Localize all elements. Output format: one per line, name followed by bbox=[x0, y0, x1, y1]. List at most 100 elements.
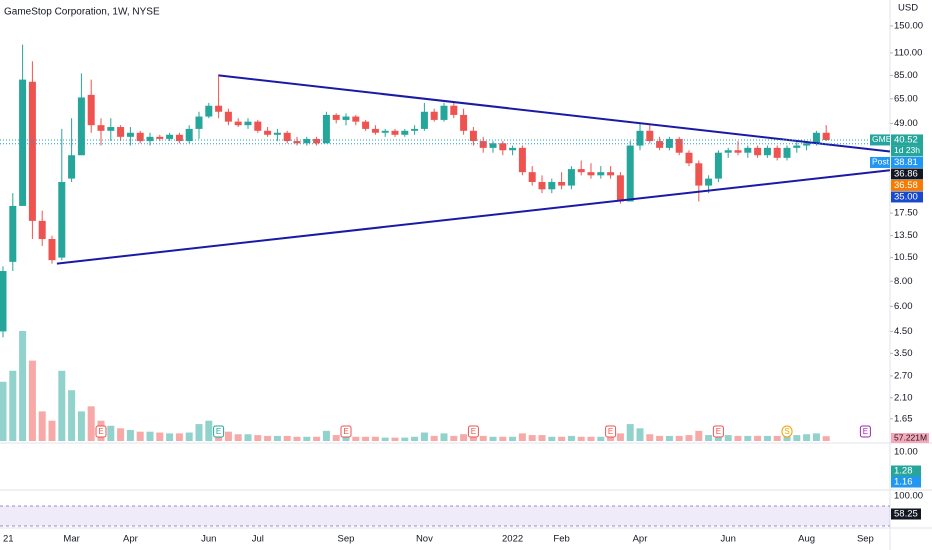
candle-body bbox=[254, 121, 262, 131]
volume-bar bbox=[538, 435, 546, 441]
event-label: E bbox=[216, 427, 221, 436]
volume-bar bbox=[469, 435, 477, 441]
candle-body bbox=[68, 155, 76, 179]
x-tick-label: Aug bbox=[798, 534, 815, 545]
volume-bar bbox=[548, 436, 556, 441]
candle-body bbox=[597, 172, 605, 176]
x-tick-label: Nov bbox=[416, 534, 433, 545]
volume-bar bbox=[146, 431, 154, 441]
volume-bar bbox=[460, 434, 468, 441]
candle-body bbox=[695, 163, 703, 186]
volume-bar bbox=[626, 424, 634, 441]
trendline bbox=[218, 74, 891, 153]
tag-value: 35.00 bbox=[894, 191, 918, 202]
candle-body bbox=[744, 147, 752, 153]
tag-name: GME bbox=[872, 134, 892, 144]
rsi-band bbox=[0, 506, 890, 526]
event-label: E bbox=[98, 427, 103, 436]
candle-body bbox=[362, 121, 370, 129]
tag-box bbox=[891, 168, 923, 180]
volume-bar bbox=[273, 435, 281, 441]
event-marker bbox=[340, 425, 352, 438]
volume-bar bbox=[430, 435, 438, 441]
tag-sub-box bbox=[891, 145, 923, 157]
volume-bar bbox=[695, 430, 703, 441]
candle-body bbox=[381, 130, 389, 133]
volume-bar bbox=[754, 435, 762, 441]
candle-body bbox=[205, 105, 213, 117]
volume-bar bbox=[28, 360, 36, 441]
volume-bar bbox=[734, 435, 742, 441]
y-tick-label: 65.00 bbox=[894, 93, 918, 104]
y-tick-label: 10.50 bbox=[894, 252, 918, 263]
tag-value: 38.81 bbox=[894, 157, 918, 168]
tag-name-box bbox=[870, 156, 890, 168]
candle-body bbox=[567, 169, 575, 186]
y-tick-label: 3.50 bbox=[894, 348, 913, 359]
candle-body bbox=[371, 128, 379, 133]
event-label: E bbox=[471, 427, 476, 436]
candle-body bbox=[293, 141, 301, 144]
candle-body bbox=[224, 111, 232, 122]
volume-bar bbox=[0, 381, 7, 441]
indicator-tag-label: 1.28 bbox=[894, 466, 913, 477]
volume-bar bbox=[646, 434, 654, 441]
volume-bar bbox=[509, 436, 517, 441]
candle-body bbox=[460, 114, 468, 131]
candle-body bbox=[793, 145, 801, 148]
candle-body bbox=[244, 121, 252, 126]
volume-bar bbox=[450, 435, 458, 441]
tag-box bbox=[891, 191, 923, 203]
volume-bar bbox=[371, 436, 379, 441]
candle-body bbox=[126, 132, 134, 137]
y-tick-label: 4.50 bbox=[894, 326, 913, 337]
chart-title: GameStop Corporation, 1W, NYSE bbox=[4, 7, 160, 18]
y-tick-label: 1.65 bbox=[894, 413, 913, 424]
candle-body bbox=[391, 130, 399, 135]
tag-name: Post bbox=[872, 157, 890, 167]
volume-bar bbox=[234, 434, 242, 441]
candle-body bbox=[803, 143, 811, 146]
volume-bar bbox=[58, 370, 66, 441]
x-tick-label: 21 bbox=[3, 534, 14, 545]
volume-bar bbox=[136, 431, 144, 441]
volume-bar bbox=[381, 437, 389, 441]
volume-bar bbox=[362, 436, 370, 441]
indicator-tag bbox=[891, 465, 921, 477]
volume-bar bbox=[322, 430, 330, 441]
indicator-tag-label: 58.25 bbox=[894, 509, 918, 520]
volume-tag bbox=[891, 433, 929, 443]
volume-bar bbox=[19, 331, 27, 441]
volume-bar bbox=[773, 435, 781, 441]
x-tick-label: Jun bbox=[721, 534, 736, 545]
volume-bar bbox=[479, 435, 487, 441]
volume-bar bbox=[636, 428, 644, 441]
candle-body bbox=[195, 116, 203, 129]
y-tick-label: 110.00 bbox=[894, 47, 922, 58]
volume-bar bbox=[9, 370, 17, 441]
candle-body bbox=[175, 134, 183, 142]
candle-body bbox=[401, 130, 409, 135]
candle-body bbox=[479, 141, 487, 148]
volume-bar bbox=[616, 433, 624, 441]
x-tick-label: Jul bbox=[252, 534, 264, 545]
candle-body bbox=[822, 132, 830, 140]
tag-value: 36.86 bbox=[894, 168, 918, 179]
candle-body bbox=[264, 130, 272, 135]
tag-value: 40.52 bbox=[894, 134, 918, 145]
candle-body bbox=[352, 116, 360, 122]
candle-body bbox=[548, 182, 556, 190]
volume-bar bbox=[793, 435, 801, 441]
y-tick-label: 85.00 bbox=[894, 70, 918, 81]
volume-bar bbox=[166, 433, 174, 441]
volume-bar bbox=[705, 435, 713, 441]
x-tick-label: Apr bbox=[123, 534, 138, 545]
candle-body bbox=[107, 127, 115, 131]
indicator-tag-label: 1.16 bbox=[894, 477, 913, 488]
candle-body bbox=[714, 152, 722, 179]
candle-body bbox=[528, 172, 536, 183]
candle-body bbox=[509, 147, 517, 151]
volume-bar bbox=[68, 390, 76, 441]
volume-bar bbox=[440, 433, 448, 441]
